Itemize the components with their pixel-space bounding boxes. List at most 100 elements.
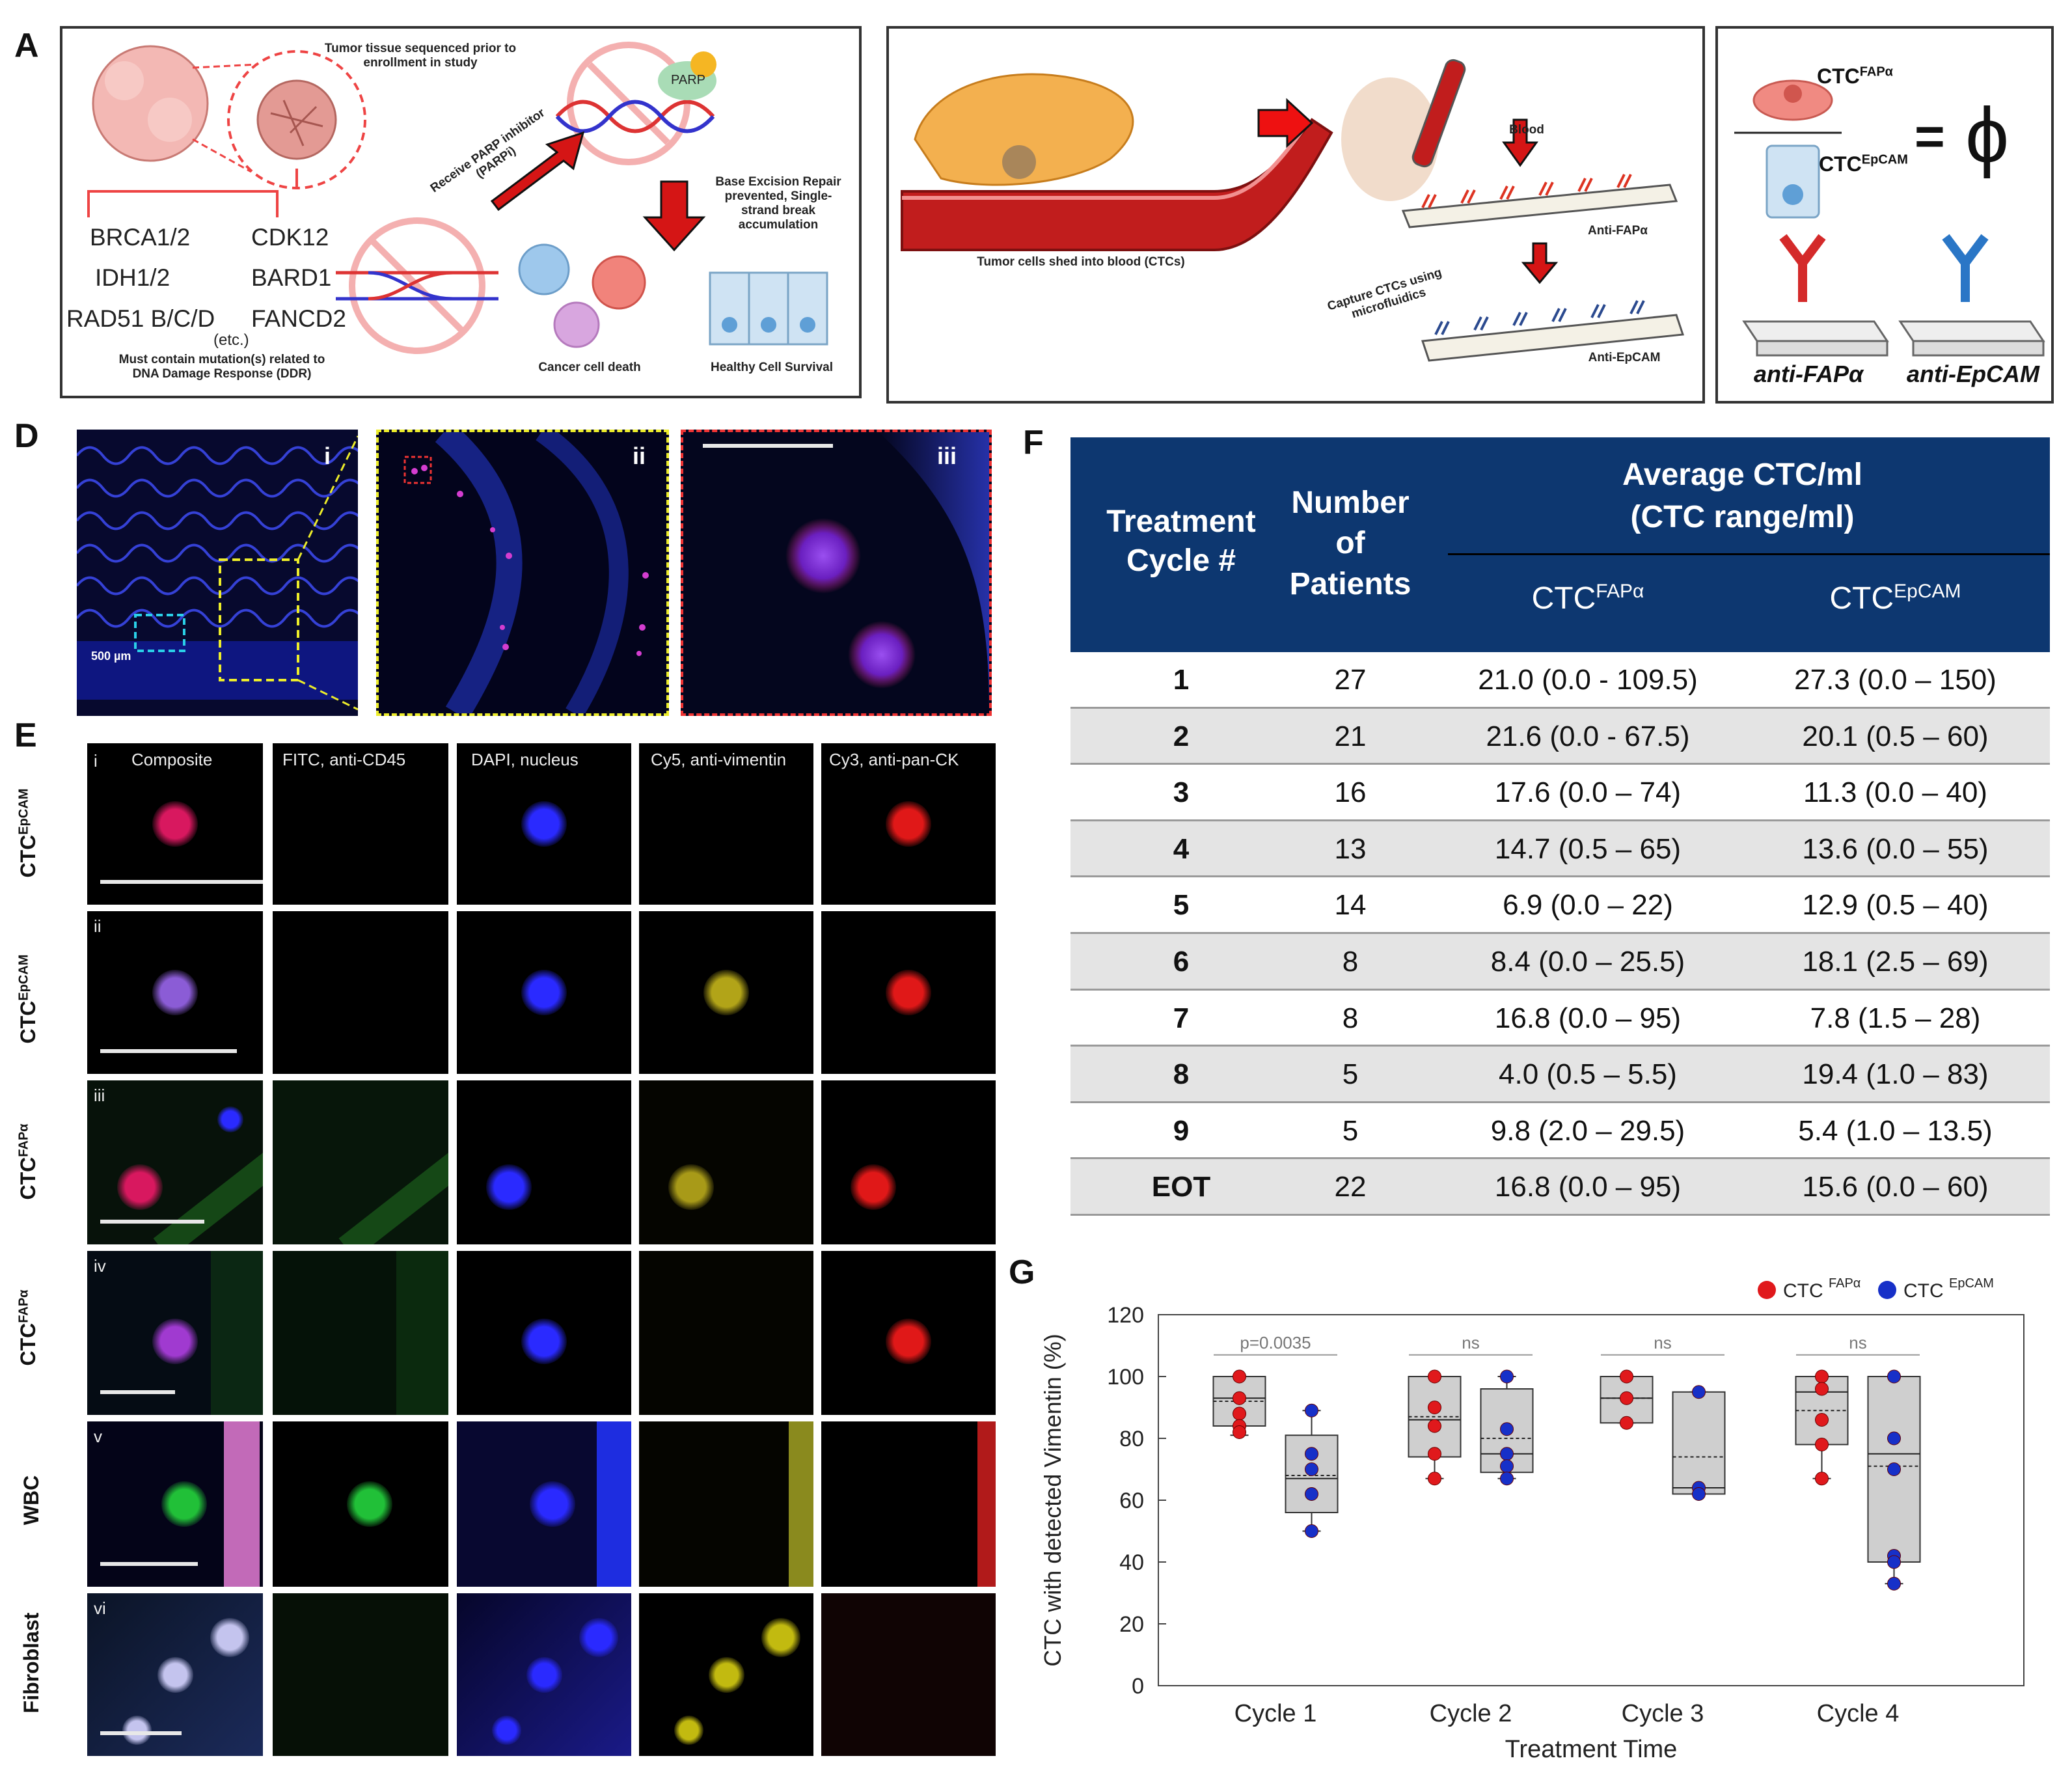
e-micrograph-r2-c1: ii [87, 911, 263, 1074]
f-cell-epcam: 27.3 (0.0 – 150) [1794, 664, 1997, 696]
legend-sup: EpCAM [1949, 1276, 1994, 1291]
e-micrograph-r3-c3 [457, 1080, 631, 1244]
e-rowlabel-2: CTCEpCAM [16, 954, 40, 1044]
f-cell-fap: 16.8 (0.0 – 95) [1494, 1171, 1682, 1203]
data-point [1500, 1459, 1514, 1474]
e-micrograph-r2-c5 [821, 911, 996, 1074]
e-micrograph-r3-c5 [821, 1080, 996, 1244]
d-iii-label: iii [937, 443, 957, 469]
f-cell-n: 5 [1342, 1058, 1359, 1091]
data-point [1233, 1369, 1246, 1384]
healthy-text: Healthy Cell Survival [711, 361, 833, 374]
e-micrograph-r3-c2 [273, 1080, 448, 1244]
x-tick-label: Cycle 3 [1622, 1700, 1704, 1727]
data-point [1815, 1472, 1829, 1486]
f-row: 4 13 14.7 (0.5 – 65) 13.6 (0.0 – 55) [1070, 821, 2050, 878]
d-i-label: i [324, 443, 331, 469]
gene-etc: (etc.) [213, 331, 249, 349]
d-cell-2 [848, 621, 916, 689]
data-point [1305, 1487, 1318, 1501]
anti-fap-antibody-icon [1779, 234, 1826, 302]
panel-label-e: E [14, 717, 37, 754]
anti-epcam-chip-label: Anti-EpCAM [1588, 351, 1661, 364]
d-cell-1 [785, 518, 861, 594]
e-roman-2: ii [94, 916, 102, 936]
e-micrograph-r4-c4 [639, 1251, 813, 1415]
f-cell-cycle: 7 [1173, 1002, 1190, 1034]
y-tick-label: 60 [1119, 1488, 1144, 1513]
d-scale-label: 500 µm [91, 650, 131, 663]
data-point [1620, 1369, 1633, 1384]
e-scalebar-6 [100, 1731, 182, 1735]
arrow-right-icon [1257, 98, 1314, 148]
ctc-epcam-cell-icon [1765, 144, 1820, 219]
f-cell-epcam: 7.8 (1.5 – 28) [1810, 1002, 1981, 1034]
ctc-fap-label: CTCFAPα [1817, 64, 1893, 88]
panel-label-a: A [14, 27, 39, 64]
f-cell-epcam: 20.1 (0.5 – 60) [1802, 720, 1989, 752]
cancer-death-text: Cancer cell death [538, 361, 641, 374]
e-micrograph-r2-c2 [273, 911, 448, 1074]
f-cell-fap: 4.0 (0.5 – 5.5) [1499, 1058, 1677, 1091]
tumor-text: Tumor tissue sequenced prior to enrollme… [324, 42, 517, 70]
chip-fap-icon [1401, 184, 1678, 228]
e-micrograph-r1-c4 [639, 743, 813, 905]
f-cell-epcam: 18.1 (2.5 – 69) [1802, 946, 1989, 978]
f-cell-epcam: 12.9 (0.5 – 40) [1802, 889, 1989, 922]
anti-epcam-label: anti-EpCAM [1907, 361, 2039, 387]
e-roman-3: iii [94, 1086, 105, 1105]
e-micrograph-r2-c4 [639, 911, 813, 1074]
f-row: 2 21 21.6 (0.0 - 67.5) 20.1 (0.5 – 60) [1070, 708, 2050, 765]
e-header-dapi: DAPI, nucleus [471, 750, 579, 769]
micrograph-d-i: i 500 µm [77, 430, 358, 716]
e-scalebar-3 [100, 1220, 204, 1224]
tumor-icon [92, 45, 209, 162]
panel-g-chart: 0 20 40 60 80 100 120 CTC with detected Vimenti… [1039, 1276, 2024, 1763]
e-micrograph-r1-c5 [821, 743, 996, 905]
e-rowlabel-4: CTCFAPα [16, 1289, 40, 1366]
e-micrograph-r4-c2 [273, 1251, 448, 1415]
e-micrograph-r6-c5 [821, 1593, 996, 1756]
legend-marker [1758, 1281, 1776, 1299]
e-micrograph-r1-c1: i [87, 743, 263, 905]
e-header-cy5: Cy5, anti-vimentin [651, 750, 787, 769]
panel-b: Tumor cells shed into blood (CTCs) Blood… [886, 26, 1705, 404]
data-point [1428, 1419, 1441, 1433]
data-point [1305, 1524, 1318, 1538]
e-scalebar-4 [100, 1390, 175, 1394]
micrograph-d-iii: iii [681, 430, 992, 716]
f-cell-cycle: EOT [1151, 1171, 1211, 1203]
f-h-avg1: Average CTC/ml [1622, 458, 1862, 492]
panel-c: CTCFAPα CTCEpCAM = ϕ anti-FAPα anti-EpCA… [1715, 26, 2054, 404]
blood-vessel-icon [901, 118, 1333, 251]
f-row: 1 27 21.0 (0.0 - 109.5) 27.3 (0.0 – 150) [1070, 652, 2050, 709]
e-micrograph-r6-c2 [273, 1593, 448, 1756]
cancer-cell-icon [518, 243, 570, 295]
legend-label: CTC [1783, 1280, 1823, 1302]
f-cell-cycle: 9 [1173, 1114, 1190, 1147]
anti-fap-label: anti-FAPα [1754, 361, 1864, 387]
arrow-parpi-icon [490, 131, 585, 212]
e-micrograph-r3-c4 [639, 1080, 813, 1244]
parp-label: PARP [671, 73, 705, 87]
data-point [1815, 1438, 1829, 1451]
e-rowlabel-6: Fibroblast [20, 1612, 43, 1714]
e-scalebar-2 [100, 1049, 237, 1053]
data-point [1233, 1425, 1246, 1439]
data-point [1428, 1472, 1441, 1486]
f-row: 8 5 4.0 (0.5 – 5.5) 19.4 (1.0 – 83) [1070, 1047, 2050, 1103]
data-point [1428, 1401, 1441, 1414]
blood-tube-icon [1411, 59, 1466, 168]
f-cell-n: 22 [1334, 1171, 1367, 1203]
significance-label: p=0.0035 [1240, 1333, 1311, 1352]
gene-rad51: RAD51 B/C/D [66, 305, 215, 332]
y-tick-label: 80 [1119, 1427, 1144, 1451]
box-rect [1672, 1391, 1726, 1495]
gene-fancd2: FANCD2 [251, 305, 346, 332]
data-point [1233, 1406, 1246, 1421]
f-row: 6 8 8.4 (0.0 – 25.5) 18.1 (2.5 – 69) [1070, 934, 2050, 991]
ber-text: Base Excision Repair prevented, Single-s… [715, 175, 841, 232]
e-rowlabel-3: CTCFAPα [16, 1123, 40, 1200]
f-cell-epcam: 5.4 (1.0 – 13.5) [1798, 1114, 1993, 1147]
f-cell-fap: 6.9 (0.0 – 22) [1503, 889, 1673, 922]
